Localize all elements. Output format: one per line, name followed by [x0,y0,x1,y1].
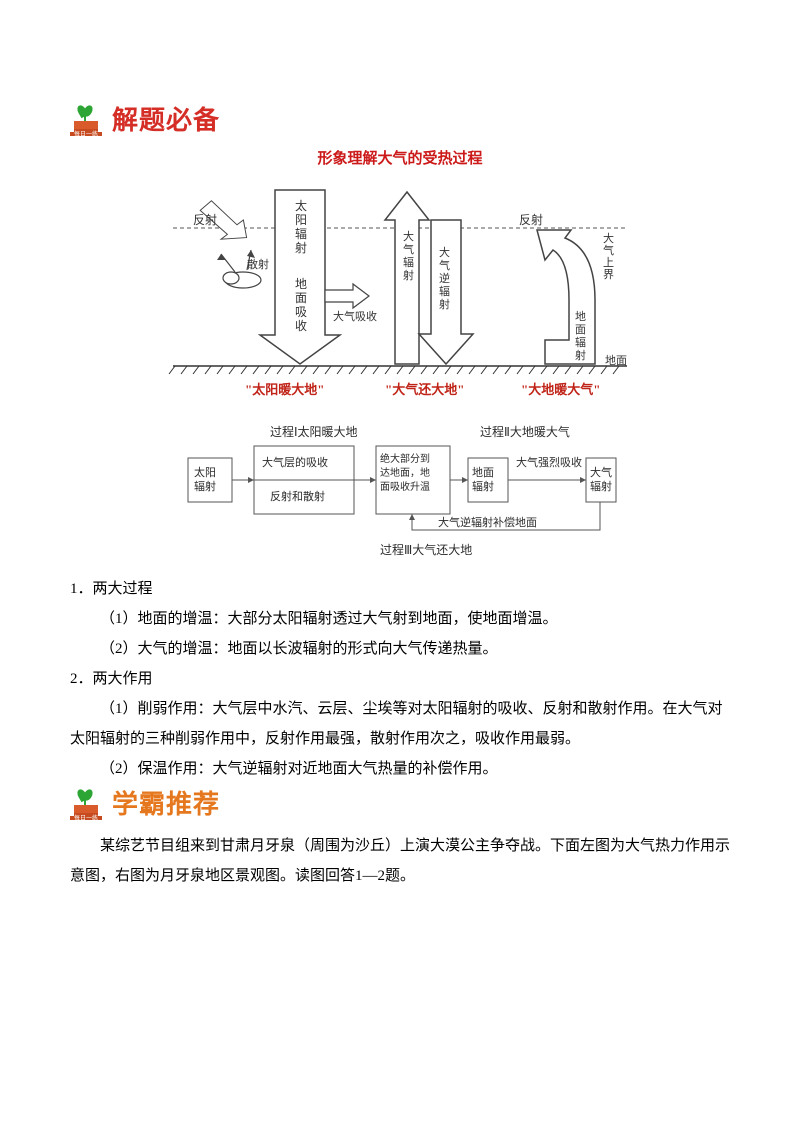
svg-text:辐射: 辐射 [472,479,494,493]
svg-text:气: 气 [439,258,450,272]
heading-effects: 2．两大作用 [70,664,730,694]
svg-text:地面: 地面 [472,466,494,479]
plant-pot-icon: 每日一练 [70,102,104,136]
svg-text:过程Ⅲ大气还大地: 过程Ⅲ大气还大地 [380,542,472,557]
section-title-2: 学霸推荐 [112,784,220,821]
svg-text:大气逆辐射补偿地面: 大气逆辐射补偿地面 [438,515,537,529]
svg-text:面吸收升温: 面吸收升温 [380,480,430,493]
svg-text:"大地暖大气": "大地暖大气" [521,382,600,397]
plant-pot-icon: 每日一练 [70,786,104,820]
svg-text:气: 气 [403,242,414,256]
svg-text:反射: 反射 [193,212,217,227]
para-warming-ground: （1）地面的增温：大部分太阳辐射透过大气射到地面，使地面增温。 [70,604,730,634]
para-insulation: （2）保温作用：大气逆辐射对近地面大气热量的补偿作用。 [70,754,730,784]
svg-text:地: 地 [575,310,586,323]
svg-text:界: 界 [603,268,614,281]
svg-text:太阳: 太阳 [194,466,216,479]
svg-text:射: 射 [575,348,586,362]
svg-text:大: 大 [439,245,450,259]
svg-text:射: 射 [439,297,450,311]
svg-text:吸: 吸 [295,305,307,319]
heading-processes: 1．两大过程 [70,574,730,604]
svg-text:大气强烈吸收: 大气强烈吸收 [516,455,582,469]
svg-text:反射和散射: 反射和散射 [270,489,325,503]
svg-text:阳: 阳 [295,213,307,227]
svg-text:大: 大 [403,229,414,243]
question-intro: 某综艺节目组来到甘肃月牙泉（周围为沙丘）上演大漠公主争夺战。下面左图为大气热力作… [70,831,730,891]
body-text-question: 某综艺节目组来到甘肃月牙泉（周围为沙丘）上演大漠公主争夺战。下面左图为大气热力作… [70,831,730,891]
svg-text:反射: 反射 [519,212,543,227]
document-page: 每日一练 解题必备 形象理解大气的受热过程 反射 [0,0,800,931]
subtitle: 形象理解大气的受热过程 [70,147,730,168]
svg-text:气: 气 [603,243,614,257]
svg-text:辐: 辐 [403,255,414,269]
svg-text:辐: 辐 [575,335,586,349]
body-text-processes: 1．两大过程 （1）地面的增温：大部分太阳辐射透过大气射到地面，使地面增温。 （… [70,574,730,784]
svg-text:上: 上 [603,256,614,269]
diagram-flowchart: 过程Ⅰ太阳暖大地 过程Ⅱ大地暖大气 太阳 辐射 大气层的吸收 反射和散射 绝大部… [70,422,730,562]
svg-text:过程Ⅰ太阳暖大地: 过程Ⅰ太阳暖大地 [270,424,358,439]
section-header-2: 每日一练 学霸推荐 [70,784,730,821]
svg-text:辐射: 辐射 [590,479,612,493]
svg-text:射: 射 [295,240,307,255]
svg-text:大气: 大气 [590,465,612,479]
svg-text:面: 面 [575,324,586,336]
svg-text:辐射: 辐射 [194,479,216,493]
svg-text:太: 太 [295,198,307,213]
svg-text:面: 面 [295,291,307,305]
svg-text:收: 收 [295,319,307,333]
section-header-1: 每日一练 解题必备 [70,100,730,137]
svg-text:"太阳暖大地": "太阳暖大地" [245,382,324,397]
para-weakening: （1）削弱作用：大气层中水汽、云层、尘埃等对太阳辐射的吸收、反射和散射作用。在大… [70,694,730,754]
svg-text:过程Ⅱ大地暖大气: 过程Ⅱ大地暖大气 [480,424,570,439]
svg-text:达地面，地: 达地面，地 [380,466,430,479]
svg-text:散射: 散射 [247,257,269,271]
svg-text:地: 地 [295,277,307,291]
svg-text:绝大部分到: 绝大部分到 [380,452,430,465]
svg-text:射: 射 [403,268,414,282]
svg-text:大: 大 [603,231,614,245]
svg-text:大气吸收: 大气吸收 [333,309,377,323]
diagram-heating-process: 反射 散射 大气吸收 太 阳 辐 射 地 面 吸 收 [70,180,730,410]
svg-text:大气层的吸收: 大气层的吸收 [262,455,328,469]
svg-text:辐: 辐 [439,284,450,298]
svg-text:辐: 辐 [295,226,307,241]
svg-text:地面: 地面 [605,354,627,367]
svg-text:"大气还大地": "大气还大地" [385,382,464,397]
svg-text:逆: 逆 [439,271,450,285]
section-title-1: 解题必备 [112,100,220,137]
para-warming-atmosphere: （2）大气的增温：地面以长波辐射的形式向大气传递热量。 [70,634,730,664]
